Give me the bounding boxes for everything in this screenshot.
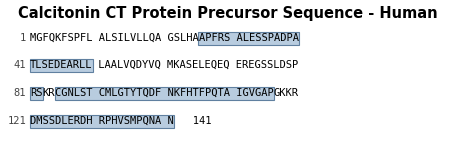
Text: LAALVQDYVQ MKASELEQEQ EREGSSLDSP: LAALVQDYVQ MKASELEQEQ EREGSSLDSP bbox=[92, 60, 298, 70]
Text: 41: 41 bbox=[14, 60, 26, 70]
Text: 81: 81 bbox=[14, 88, 26, 98]
Text: RS: RS bbox=[30, 88, 42, 98]
Text: MGFQKFSPFL ALSILVLLQA GSLHA: MGFQKFSPFL ALSILVLLQA GSLHA bbox=[30, 33, 198, 43]
Text: GKKR: GKKR bbox=[273, 88, 298, 98]
Text: DMSSDLERDH RPHVSMPQNA N: DMSSDLERDH RPHVSMPQNA N bbox=[30, 116, 173, 126]
FancyBboxPatch shape bbox=[55, 86, 273, 100]
Text: Calcitonin CT Protein Precursor Sequence - Human: Calcitonin CT Protein Precursor Sequence… bbox=[18, 6, 437, 21]
Text: KR: KR bbox=[42, 88, 55, 98]
Text: TLSEDEARLL: TLSEDEARLL bbox=[30, 60, 92, 70]
Text: 1: 1 bbox=[20, 33, 26, 43]
Text: APFRS ALESSPADPA: APFRS ALESSPADPA bbox=[198, 33, 298, 43]
Text: 141: 141 bbox=[173, 116, 211, 126]
FancyBboxPatch shape bbox=[198, 31, 298, 45]
Text: 121: 121 bbox=[7, 116, 26, 126]
FancyBboxPatch shape bbox=[30, 58, 93, 72]
Text: CGNLST CMLGTYTQDF NKFHTFPQTA IGVGAP: CGNLST CMLGTYTQDF NKFHTFPQTA IGVGAP bbox=[55, 88, 273, 98]
FancyBboxPatch shape bbox=[30, 86, 43, 100]
FancyBboxPatch shape bbox=[30, 115, 174, 128]
